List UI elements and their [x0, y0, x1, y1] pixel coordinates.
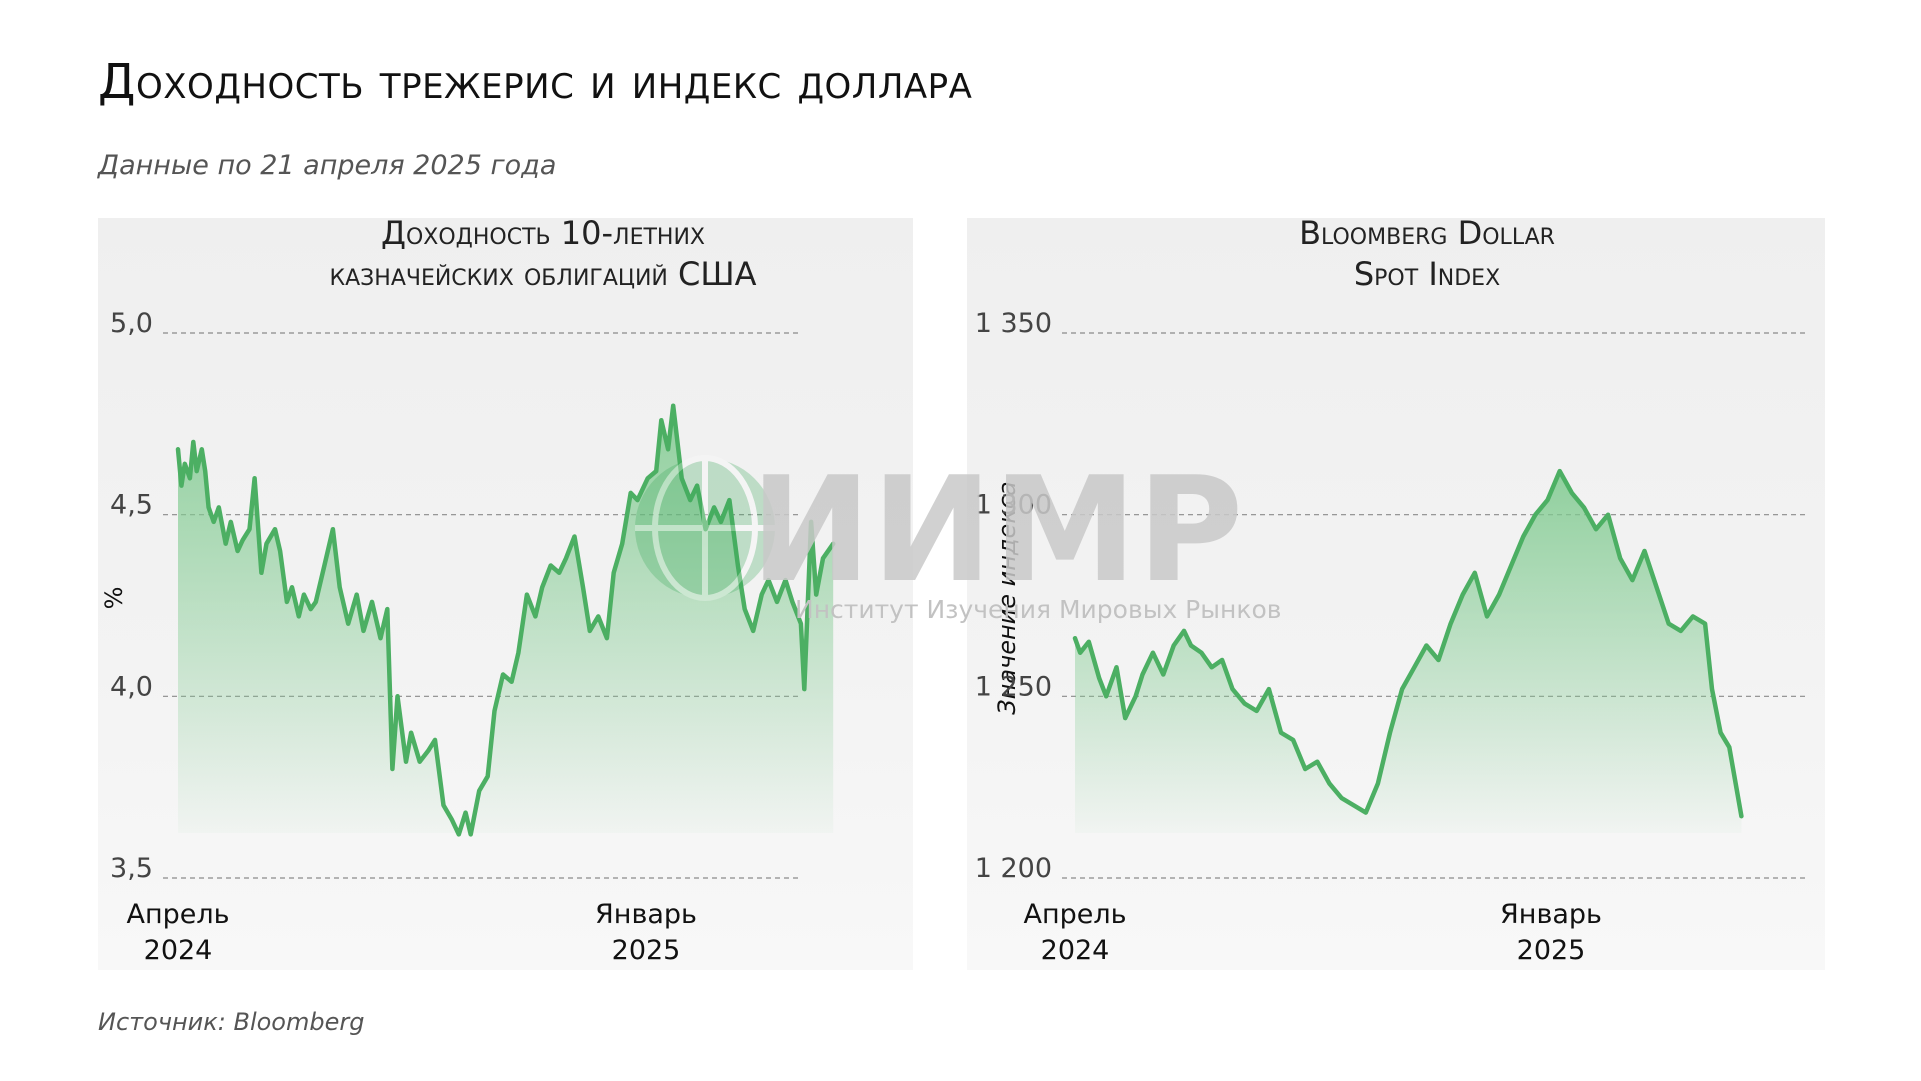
- treasury-chart-title-line: Доходность 10-летних: [381, 218, 705, 252]
- dollar-series-line: [1072, 468, 1744, 819]
- dollar-x-tick-label: Январь: [1500, 899, 1602, 930]
- page-subtitle: Данные по 21 апреля 2025 года: [98, 150, 557, 181]
- treasury-y-tick-label: 4,5: [110, 490, 153, 521]
- dollar-y-tick-label: 1 200: [975, 853, 1052, 884]
- dollar-x-tick-label: 2024: [1041, 935, 1110, 966]
- dollar-series-area: [1075, 471, 1742, 833]
- treasury-series-line: [175, 403, 836, 837]
- treasury-y-axis-label: %: [100, 587, 128, 610]
- dollar-chart-title-line: Bloomberg Dollar: [1299, 218, 1555, 252]
- dollar-y-tick-label: 1 350: [975, 308, 1052, 339]
- treasury-x-tick-label: Апрель: [126, 899, 229, 930]
- dollar-y-axis-label: Значение индекса: [993, 481, 1021, 714]
- dollar-y-tick-label: 1 300: [975, 490, 1052, 521]
- treasury-x-tick-label: 2025: [612, 935, 681, 966]
- treasury-series-area: [178, 405, 834, 835]
- treasury-chart-title-line: казначейских облигаций США: [330, 255, 757, 293]
- treasury-yield-chart: Доходность 10-летних казначейских облигац…: [98, 218, 913, 970]
- treasury-y-tick-label: 3,5: [110, 853, 153, 884]
- page-source: Источник: Bloomberg: [98, 1008, 365, 1036]
- dollar-x-tick-label: Апрель: [1023, 899, 1126, 930]
- page-title: Доходность трежерис и индекс доллара: [98, 54, 973, 110]
- treasury-y-tick-label: 4,0: [110, 671, 153, 702]
- treasury-x-tick-label: 2024: [144, 935, 213, 966]
- treasury-x-tick-label: Январь: [595, 899, 697, 930]
- dollar-y-tick-label: 1 250: [975, 671, 1052, 702]
- treasury-y-tick-label: 5,0: [110, 308, 153, 339]
- dollar-index-chart: Bloomberg Dollar Spot Index Значение индек…: [967, 218, 1825, 970]
- dollar-chart-title-line: Spot Index: [1354, 255, 1500, 293]
- dollar-x-tick-label: 2025: [1517, 935, 1586, 966]
